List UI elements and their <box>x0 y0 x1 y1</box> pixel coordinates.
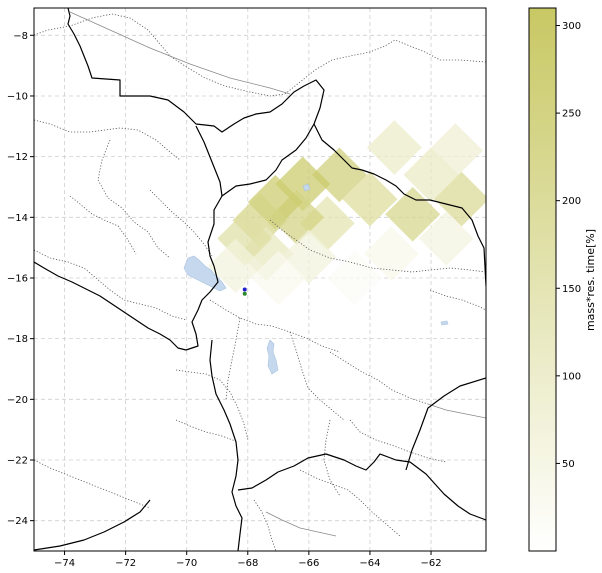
dotted-boundary-3 <box>34 119 181 161</box>
x-tick-label: −68 <box>237 558 258 569</box>
dotted-boundary-12 <box>175 369 249 441</box>
y-tick-label: −14 <box>7 213 28 224</box>
y-tick-label: −24 <box>7 516 28 527</box>
colorbar-tick-label: 300 <box>562 21 581 32</box>
concentration-cell <box>208 238 264 294</box>
lake-small-north <box>302 183 311 192</box>
border-bolivia-brazil-south <box>405 377 486 471</box>
x-tick-label: −62 <box>420 558 441 569</box>
colorbar-label: mass*res. time[%] <box>584 229 597 331</box>
colorbar-axis: 50 100 150 200 250 300 <box>556 21 581 470</box>
x-tick-label: −72 <box>115 558 136 569</box>
concentration-cell <box>342 171 398 227</box>
concentration-cell <box>385 186 441 242</box>
concentration-cells <box>208 120 486 306</box>
y-tick-label: −16 <box>7 273 28 284</box>
y-axis: −8 −10 −12 −14 −16 −18 −20 −22 −24 <box>7 31 34 527</box>
dotted-boundary-2 <box>284 39 486 95</box>
concentration-cell <box>217 211 273 266</box>
colorbar-tick-label: 50 <box>562 459 575 470</box>
lakes <box>183 183 449 375</box>
y-tick-label: −10 <box>7 91 28 102</box>
y-tick-label: −22 <box>7 455 28 466</box>
minor-boundaries <box>69 11 486 537</box>
lake-small-east <box>440 320 449 326</box>
concentration-cell <box>269 190 325 245</box>
concentration-cell <box>366 120 422 175</box>
dotted-boundary-15 <box>349 419 447 463</box>
border-peru-brazil <box>67 8 325 267</box>
concentration-cell <box>327 250 383 306</box>
concentration-cell <box>250 250 306 306</box>
dotted-boundary-16 <box>299 469 401 537</box>
dotted-boundary-11 <box>289 331 345 421</box>
colorbar-tick-label: 150 <box>562 284 581 295</box>
colorbar-tick-label: 100 <box>562 371 581 382</box>
x-tick-label: −74 <box>54 558 75 569</box>
dotted-boundary-10 <box>225 317 241 401</box>
border-peru-internal <box>195 125 223 197</box>
receptor-markers <box>242 287 247 296</box>
station-blue-marker <box>242 287 247 292</box>
border-chile-bolivia <box>209 339 243 551</box>
gray-boundary-south <box>265 511 337 537</box>
y-tick-label: −18 <box>7 334 28 345</box>
dotted-boundary-5 <box>34 249 187 321</box>
dotted-boundary-8 <box>269 219 486 273</box>
border-bolivia-paraguay-argentina <box>237 453 486 521</box>
dotted-boundary-1 <box>34 13 286 97</box>
colorbar-tick-label: 200 <box>562 196 581 207</box>
lake-titicaca <box>183 255 227 292</box>
x-tick-label: −66 <box>298 558 319 569</box>
station-green-marker <box>242 291 247 296</box>
map-frame <box>33 7 487 552</box>
border-bolivia-brazil-east <box>313 123 486 287</box>
dotted-boundary-13 <box>175 419 239 443</box>
concentration-cell <box>363 226 419 282</box>
colorbar-frame <box>528 7 557 552</box>
colorbar-tick-label: 250 <box>562 109 581 120</box>
y-tick-label: −12 <box>7 152 28 163</box>
dotted-boundary-20 <box>253 499 277 551</box>
y-tick-label: −8 <box>13 31 28 42</box>
border-chile-coast <box>34 499 151 551</box>
dotted-boundary-6 <box>69 195 137 255</box>
dotted-boundary-19 <box>429 289 486 311</box>
concentration-cell <box>427 123 483 178</box>
province-boundaries <box>34 13 486 551</box>
concentration-cell <box>434 171 486 227</box>
dotted-boundary-14 <box>329 351 429 405</box>
gray-boundary-north <box>69 11 291 95</box>
concentration-cell <box>418 211 474 266</box>
dotted-boundary-9 <box>209 299 341 353</box>
dotted-boundary-17 <box>34 459 151 509</box>
x-tick-label: −64 <box>359 558 380 569</box>
lake-poopo <box>266 339 279 375</box>
y-tick-label: −20 <box>7 395 28 406</box>
border-peru-bolivia <box>34 261 219 351</box>
x-axis: −74 −72 −70 −68 −66 −64 −62 <box>54 551 442 569</box>
gray-boundary-east <box>427 403 486 419</box>
country-borders <box>34 8 486 551</box>
x-tick-label: −70 <box>176 558 197 569</box>
colorbar-gradient <box>529 8 556 551</box>
